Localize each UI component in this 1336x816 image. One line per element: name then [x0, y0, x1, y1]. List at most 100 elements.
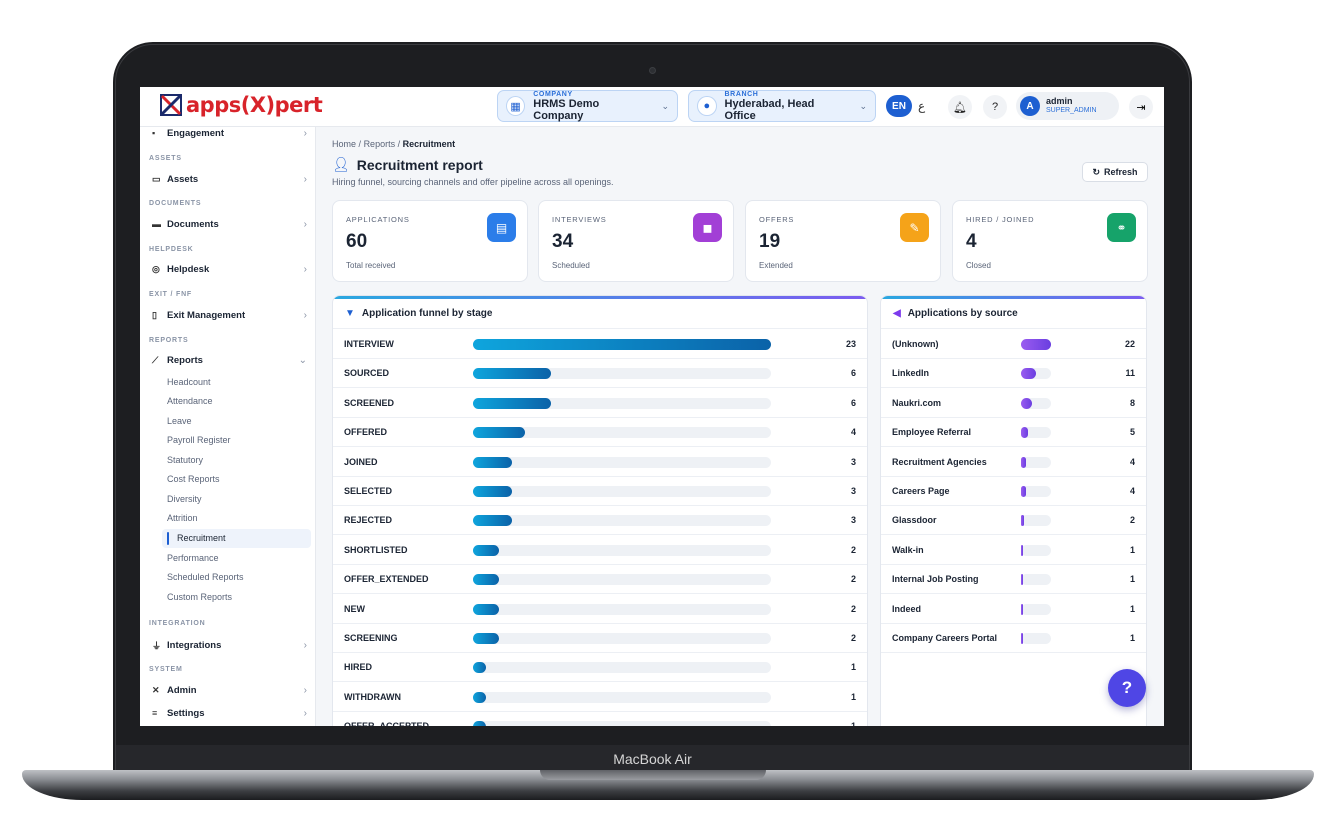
logout-icon[interactable]: ⇥ [1129, 95, 1153, 119]
funnel-row: OFFER_ACCEPTED 1 [333, 712, 867, 726]
page-subtitle: Hiring funnel, sourcing channels and off… [332, 177, 614, 187]
funnel-row: SOURCED 6 [333, 359, 867, 389]
chevron-right-icon: › [303, 707, 307, 719]
funnel-row: REJECTED 3 [333, 506, 867, 536]
kpi-caption: Closed [966, 261, 991, 270]
source-bar-track [1021, 486, 1051, 497]
app-screen: apps(X)pert ▦ COMPANY HRMS Demo Company … [140, 87, 1164, 726]
company-selector[interactable]: ▦ COMPANY HRMS Demo Company ⌄ [497, 90, 678, 122]
funnel-bar-track [473, 721, 771, 726]
lang-en-button[interactable]: EN [886, 95, 912, 117]
funnel-title: Application funnel by stage [361, 308, 493, 319]
app-logo[interactable]: apps(X)pert [160, 93, 323, 117]
sidebar-subitem-headcount[interactable]: Headcount [167, 377, 211, 387]
sidebar [140, 127, 316, 726]
funnel-row: SELECTED 3 [333, 477, 867, 506]
sidebar-item-settings[interactable]: ≡ Settings › [152, 707, 307, 719]
funnel-bar-fill [473, 427, 525, 439]
lang-ar-button[interactable]: ع [918, 99, 926, 113]
source-title: Applications by source [907, 308, 1018, 319]
funnel-header: ▼ Application funnel by stage [333, 299, 867, 329]
door-icon: ▯ [152, 309, 157, 320]
breadcrumb-home[interactable]: Home [332, 139, 357, 149]
sidebar-subitem-statutory[interactable]: Statutory [167, 455, 204, 465]
kpi-interviews: INTERVIEWS 34 Scheduled ◼ [538, 200, 734, 282]
user-plus-icon: 👤︎ [332, 156, 350, 172]
user-name: admin [1046, 96, 1073, 106]
sidebar-subitem-recruitment[interactable]: Recruitment [177, 533, 226, 543]
funnel-row-label: SHORTLISTED [344, 544, 408, 555]
source-row-label: Company Careers Portal [892, 633, 998, 643]
headset-icon: ◎ [152, 263, 160, 274]
source-bar-fill [1021, 574, 1023, 586]
kpi-offers: OFFERS 19 Extended ✎ [745, 200, 941, 282]
breadcrumb-reports[interactable]: Reports [363, 139, 396, 149]
sidebar-subitem-payroll-register[interactable]: Payroll Register [167, 435, 231, 445]
kpi-hired: HIRED / JOINED 4 Closed ⚭ [952, 200, 1148, 282]
document-icon: ▤ [487, 213, 516, 242]
user-menu[interactable]: A admin SUPER_ADMIN [1016, 92, 1119, 120]
source-row: Glassdoor 2 [881, 506, 1146, 536]
sidebar-subitem-attendance[interactable]: Attendance [167, 396, 213, 406]
sidebar-item-engagement[interactable]: ▪ Engagement › [152, 127, 307, 139]
branch-caption: BRANCH [724, 90, 759, 98]
funnel-row: NEW 2 [333, 595, 867, 624]
funnel-row-value: 4 [850, 427, 856, 438]
funnel-row-value: 1 [851, 721, 856, 726]
chevron-right-icon: › [303, 684, 307, 696]
section-exit: EXIT / FNF [149, 291, 192, 298]
source-bar-track [1021, 427, 1051, 439]
building-icon: ▦ [506, 96, 526, 116]
kpi-label: INTERVIEWS [552, 215, 607, 224]
source-row-label: Glassdoor [892, 515, 937, 526]
source-row-label: Recruitment Agencies [892, 456, 987, 467]
sidebar-subitem-attrition[interactable]: Attrition [167, 513, 198, 523]
branch-selector[interactable]: ● BRANCH Hyderabad, Head Office ⌄ [688, 90, 876, 122]
sidebar-item-reports[interactable]: ⟋ Reports ⌄ [152, 354, 307, 366]
funnel-bar-fill [473, 339, 771, 350]
sidebar-subitem-scheduled-reports[interactable]: Scheduled Reports [167, 572, 244, 582]
source-row-label: Internal Job Posting [892, 574, 979, 585]
source-row-value: 4 [1129, 486, 1135, 496]
source-row-label: (Unknown) [892, 339, 939, 349]
signature-icon: ✎ [900, 213, 929, 242]
source-row-value: 22 [1124, 339, 1135, 349]
funnel-bar-fill [473, 515, 512, 527]
source-row: Indeed 1 [881, 595, 1146, 624]
sidebar-item-integrations[interactable]: ⏚ Integrations › [152, 639, 307, 651]
sidebar-subitem-leave[interactable]: Leave [167, 416, 192, 426]
funnel-row-value: 23 [845, 339, 856, 349]
source-row-label: Careers Page [892, 486, 950, 496]
company-value: HRMS Demo Company [533, 97, 600, 122]
source-row-value: 1 [1129, 574, 1135, 585]
funnel-row-value: 2 [850, 574, 856, 585]
panel-accent [333, 296, 867, 299]
source-row: Walk-in 1 [881, 536, 1146, 565]
sliders-icon: ≡ [152, 708, 158, 718]
sidebar-item-documents[interactable]: ▬ Documents › [152, 218, 307, 230]
tools-icon: ✕ [152, 684, 160, 695]
sidebar-item-exit-management[interactable]: ▯ Exit Management › [152, 309, 307, 321]
sidebar-item-assets[interactable]: ▭ Assets › [152, 173, 307, 185]
refresh-button[interactable]: ↻ Refresh [1082, 162, 1148, 182]
help-button[interactable]: ? [1108, 669, 1146, 707]
kpi-label: OFFERS [759, 215, 795, 224]
sidebar-subitem-cost-reports[interactable]: Cost Reports [167, 474, 220, 484]
bell-icon[interactable]: 🔔︎ [948, 95, 972, 119]
section-assets: ASSETS [149, 155, 182, 162]
source-row: Careers Page 4 [881, 477, 1146, 506]
source-bar-fill [1021, 339, 1051, 350]
funnel-panel: ▼ Application funnel by stage INTERVIEW 2… [332, 295, 868, 726]
funnel-row-label: OFFER_ACCEPTED [344, 721, 429, 726]
sidebar-subitem-performance[interactable]: Performance [167, 553, 219, 563]
sidebar-subitem-custom-reports[interactable]: Custom Reports [167, 592, 233, 602]
funnel-bar-track [473, 427, 771, 439]
sidebar-item-admin[interactable]: ✕ Admin › [152, 684, 307, 696]
sidebar-subitem-diversity[interactable]: Diversity [167, 494, 202, 504]
chevron-right-icon: › [303, 127, 307, 139]
section-helpdesk: HELPDESK [149, 246, 194, 253]
kpi-value: 19 [759, 231, 781, 252]
sidebar-item-helpdesk[interactable]: ◎ Helpdesk › [152, 263, 307, 275]
funnel-row-label: SCREENING [344, 633, 398, 643]
help-circle-icon[interactable]: ? [983, 95, 1007, 119]
